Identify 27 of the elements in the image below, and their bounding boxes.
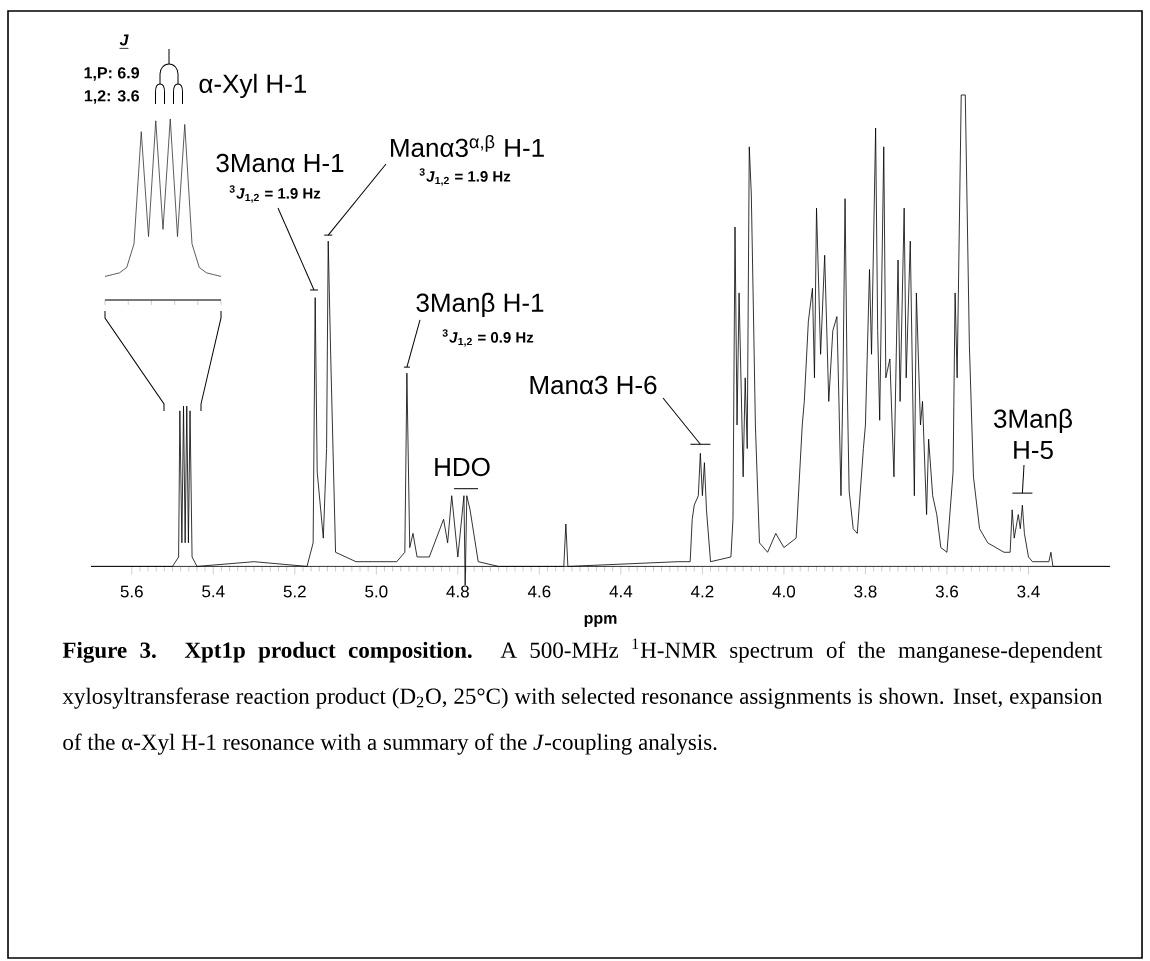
x-tick-label: 3.6 [935,585,959,598]
x-axis-title: ppm [584,615,617,628]
x-tick-label: 3.4 [1017,585,1040,598]
x-tick-label: 5.0 [365,585,388,598]
annotation: $^{3}$J$_{1,2}$ = 1.9 Hz [229,185,321,203]
annotation: 3Manβ H-5 [994,408,1072,460]
x-tick-label: 4.0 [772,585,796,598]
annotation: 3Manβ H-1 [416,292,544,318]
x-tick-label: 5.6 [120,585,143,598]
annotation: 1,2: 3.6 [84,90,140,104]
annotation: $^{3}$J$_{1,2}$ = 0.9 Hz [442,329,534,347]
x-tick-label: 4.2 [690,585,714,598]
annotation: Manα3 H-6 [530,375,657,395]
x-tick-label: 4.6 [527,585,551,598]
x-tick-label: 4.8 [446,585,469,598]
x-tick-label: 3.8 [854,585,877,598]
x-tick-label: 5.2 [283,585,306,598]
text: 1,P: 6.9 [84,67,140,81]
annotation: 3Manα H-1 [216,153,344,173]
annotation: $^{3}$J$_{1,2}$ = 1.9 Hz [419,168,511,186]
text: Figure 3. Xpt1p product composition. A 500-MHz $^{1}$H-NMR spectrum of the manganese-dependent xylosyltransferase reaction product (D$_{2}$O, 25°C) with selected resonance assignments is shown. Inset, expansion of the α-Xyl H-1 resonance with a summary of the J-coupling analysis. [62,638,1103,755]
x-tick-label: 4.4 [609,585,633,598]
x-tick-label: 5.4 [202,585,225,598]
annotation: α-Xyl H-1 [199,73,307,99]
annotation: Manα3$^{α,β}$ H-1 [391,134,544,158]
annotation: HDO [435,457,490,477]
text: J [119,34,129,46]
